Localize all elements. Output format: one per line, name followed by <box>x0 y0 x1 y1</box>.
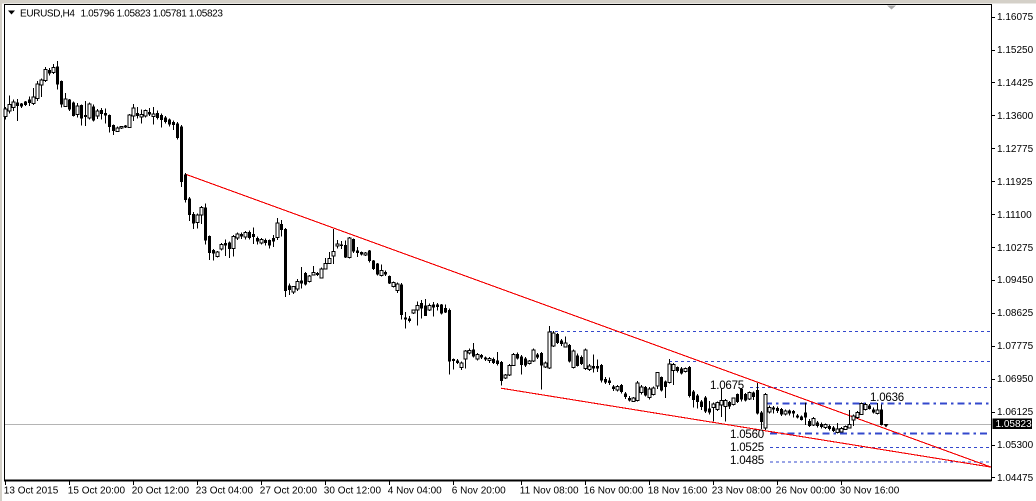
svg-text:1.04475: 1.04475 <box>997 473 1034 484</box>
svg-text:4 Nov 04:00: 4 Nov 04:00 <box>388 486 442 497</box>
svg-text:1.0636: 1.0636 <box>870 392 904 404</box>
svg-text:11 Nov 08:00: 11 Nov 08:00 <box>520 486 579 497</box>
svg-text:23 Nov 08:00: 23 Nov 08:00 <box>712 486 772 497</box>
svg-text:27 Oct 20:00: 27 Oct 20:00 <box>260 486 318 497</box>
svg-text:15 Oct 20:00: 15 Oct 20:00 <box>68 486 126 497</box>
svg-text:EURUSD,H4: EURUSD,H4 <box>20 9 75 20</box>
svg-text:30 Nov 16:00: 30 Nov 16:00 <box>840 486 900 497</box>
svg-text:13 Oct 2015: 13 Oct 2015 <box>4 486 59 497</box>
svg-text:20 Oct 12:00: 20 Oct 12:00 <box>132 486 190 497</box>
svg-text:1.12775: 1.12775 <box>997 144 1034 155</box>
svg-text:1.08625: 1.08625 <box>997 308 1034 319</box>
svg-text:1.13600: 1.13600 <box>997 111 1034 122</box>
svg-text:1.0675: 1.0675 <box>710 380 744 392</box>
svg-text:1.0485: 1.0485 <box>730 455 764 467</box>
svg-text:1.05823: 1.05823 <box>996 419 1033 430</box>
svg-text:1.0560: 1.0560 <box>730 429 764 441</box>
svg-text:26 Nov 00:00: 26 Nov 00:00 <box>776 486 836 497</box>
svg-text:1.06125: 1.06125 <box>997 407 1034 418</box>
svg-text:6 Nov 20:00: 6 Nov 20:00 <box>452 486 506 497</box>
svg-text:1.07775: 1.07775 <box>997 341 1034 352</box>
svg-text:1.09450: 1.09450 <box>997 275 1034 286</box>
svg-text:23 Oct 04:00: 23 Oct 04:00 <box>196 486 254 497</box>
svg-text:30 Oct 12:00: 30 Oct 12:00 <box>324 486 382 497</box>
svg-text:1.06950: 1.06950 <box>997 374 1034 385</box>
svg-text:1.10275: 1.10275 <box>997 243 1034 254</box>
svg-text:16 Nov 00:00: 16 Nov 00:00 <box>584 486 644 497</box>
svg-text:18 Nov 16:00: 18 Nov 16:00 <box>648 486 708 497</box>
svg-text:1.14425: 1.14425 <box>997 78 1034 89</box>
svg-text:1.11925: 1.11925 <box>997 177 1033 188</box>
svg-text:1.0525: 1.0525 <box>730 442 764 454</box>
svg-text:1.05796 1.05823 1.05781 1.0582: 1.05796 1.05823 1.05781 1.05823 <box>81 9 224 20</box>
svg-text:1.15250: 1.15250 <box>997 45 1034 56</box>
svg-text:1.11100: 1.11100 <box>997 210 1032 221</box>
svg-text:1.05300: 1.05300 <box>997 440 1034 451</box>
svg-text:1.16075: 1.16075 <box>997 12 1034 23</box>
